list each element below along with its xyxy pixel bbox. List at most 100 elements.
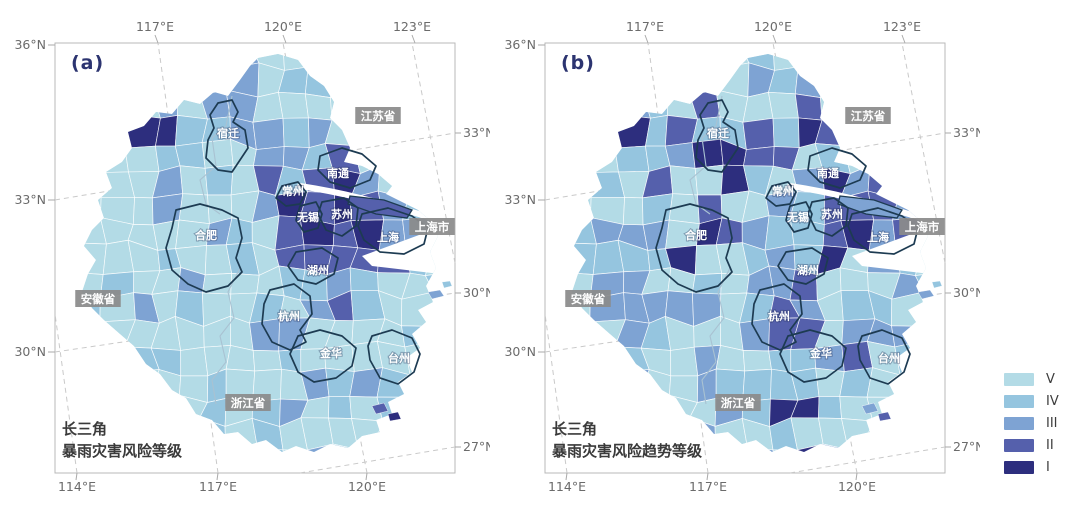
hangzhou-bay: [852, 228, 928, 274]
axis-label-right: 27°N: [953, 439, 980, 454]
axis-label-top: 123°E: [393, 19, 431, 34]
legend-row-ii: II: [1004, 438, 1059, 453]
city-boundary-wuxi: [785, 201, 813, 233]
city-label-taizhou: 台州: [878, 351, 900, 365]
axis-label-left: 36°N: [14, 37, 46, 52]
graticule-line: [299, 446, 456, 474]
province-label-shanghai-shi: 上海市: [905, 220, 940, 234]
panel-a-title-line2: 暴雨灾害风险等级: [62, 442, 183, 460]
city-boundary-jinhua: [779, 329, 847, 383]
axis-label-top: 117°E: [136, 19, 174, 34]
panel-a-letter: (a): [71, 52, 105, 74]
city-boundary-hangzhou: [261, 283, 313, 351]
city-label-huzhou: 湖州: [307, 263, 329, 277]
county-cell-level-II: [743, 146, 775, 167]
city-label-shanghai: 上海: [377, 230, 399, 244]
city-boundary-wuxi: [295, 201, 323, 233]
city-label-hangzhou: 杭州: [768, 309, 790, 323]
legend-label-ii: II: [1046, 438, 1054, 453]
legend-label-iv: IV: [1046, 394, 1059, 409]
city-label-suzhou: 苏州: [821, 207, 843, 221]
county-cell-level-V: [304, 93, 333, 121]
axis-label-left: 30°N: [14, 344, 46, 359]
city-label-taizhou: 台州: [388, 351, 410, 365]
county-cell-level-II: [794, 93, 823, 121]
city-label-changzhou: 常州: [282, 184, 304, 198]
axis-label-bottom: 114°E: [548, 479, 586, 494]
city-boundary-shanghai: [357, 207, 429, 255]
panel-a: 117°E 120°E 123°E 114°E 117°E 120°E 36°N 33°N 30…: [0, 0, 490, 512]
province-boundary: [211, 267, 241, 405]
county-cell-level-V: [278, 91, 309, 119]
axis-label-right: 33°N: [953, 125, 980, 140]
city-label-nantong: 南通: [817, 166, 839, 180]
province-label-jiangsu: 江苏省: [851, 109, 886, 123]
axis-label-bottom: 120°E: [348, 479, 386, 494]
city-boundary-huzhou: [287, 247, 339, 285]
city-label-nantong: 南通: [327, 166, 349, 180]
legend-row-i: I: [1004, 460, 1059, 475]
province-label-jiangsu: 江苏省: [361, 109, 396, 123]
county-cell-level-V: [815, 367, 845, 397]
city-boundary-suqian: [695, 99, 739, 173]
city-boundary-taizhou: [857, 329, 911, 385]
coastal-island: [861, 402, 879, 415]
coastal-island: [427, 289, 445, 300]
risk-level-legend: V IV III II I: [1004, 372, 1059, 475]
county-cell-level-IV: [818, 396, 842, 419]
panel-b-title: 长三角 暴雨灾害风险趋势等级: [552, 418, 702, 462]
county-cell-level-V: [230, 272, 260, 295]
province-box-shanghai-shi: [409, 218, 455, 235]
city-label-huzhou: 湖州: [797, 263, 819, 277]
chongming-island: [347, 195, 413, 219]
legend-swatch-i: [1004, 461, 1034, 474]
province-label-zhejiang: 浙江省: [231, 396, 266, 410]
county-cell-level-III: [253, 146, 285, 167]
axis-label-right: 33°N: [463, 125, 490, 140]
county-cell-level-V: [670, 346, 699, 377]
axis-tick: [855, 472, 858, 481]
city-label-suqian: 宿迁: [217, 126, 239, 140]
axis-tick: [565, 472, 568, 481]
county-cell-level-IV: [325, 367, 355, 397]
axis-label-top: 120°E: [264, 19, 302, 34]
legend-row-v: V: [1004, 372, 1059, 387]
axis-label-top: 123°E: [883, 19, 921, 34]
county-cell-level-III: [252, 117, 285, 150]
city-label-hangzhou: 杭州: [278, 309, 300, 323]
axis-label-top: 117°E: [626, 19, 664, 34]
city-label-changzhou: 常州: [772, 184, 794, 198]
county-cell-level-III: [664, 142, 696, 169]
county-cell-level-V: [179, 165, 208, 196]
axis-label-right: 27°N: [463, 439, 490, 454]
coastal-island: [441, 280, 453, 289]
county-cell-level-IV: [328, 396, 352, 419]
city-boundary-jinhua: [289, 329, 357, 383]
panel-b-title-line2: 暴雨灾害风险趋势等级: [552, 442, 703, 460]
county-cell-level-IV: [772, 117, 800, 148]
city-label-suqian: 宿迁: [707, 126, 729, 140]
city-boundary-changzhou: [765, 181, 797, 207]
panel-a-title: 长三角 暴雨灾害风险等级: [62, 418, 182, 462]
province-box-shanghai-shi: [899, 218, 945, 235]
city-boundary-huzhou: [777, 247, 829, 285]
axis-tick: [901, 34, 906, 44]
county-cell-level-V: [180, 346, 209, 377]
axis-tick: [772, 34, 777, 44]
legend-row-iv: IV: [1004, 394, 1059, 409]
legend-swatch-ii: [1004, 439, 1034, 452]
axis-tick: [216, 472, 219, 481]
panel-b: 117°E 120°E 123°E 114°E 117°E 120°E 36°N 33°N 30…: [490, 0, 980, 512]
city-label-hefei: 合肥: [195, 228, 217, 242]
province-boundary: [701, 267, 731, 405]
county-cell-level-V: [622, 197, 644, 226]
province-box-anhui: [565, 290, 611, 307]
legend-label-i: I: [1046, 460, 1050, 475]
axis-label-bottom: 120°E: [838, 479, 876, 494]
axis-label-bottom: 117°E: [689, 479, 727, 494]
city-boundary-nantong: [807, 147, 867, 189]
province-label-anhui: 安徽省: [81, 292, 116, 306]
city-boundary-suzhou: [807, 197, 849, 237]
panel-a-title-line1: 长三角: [62, 420, 108, 438]
axis-label-left: 33°N: [14, 192, 46, 207]
